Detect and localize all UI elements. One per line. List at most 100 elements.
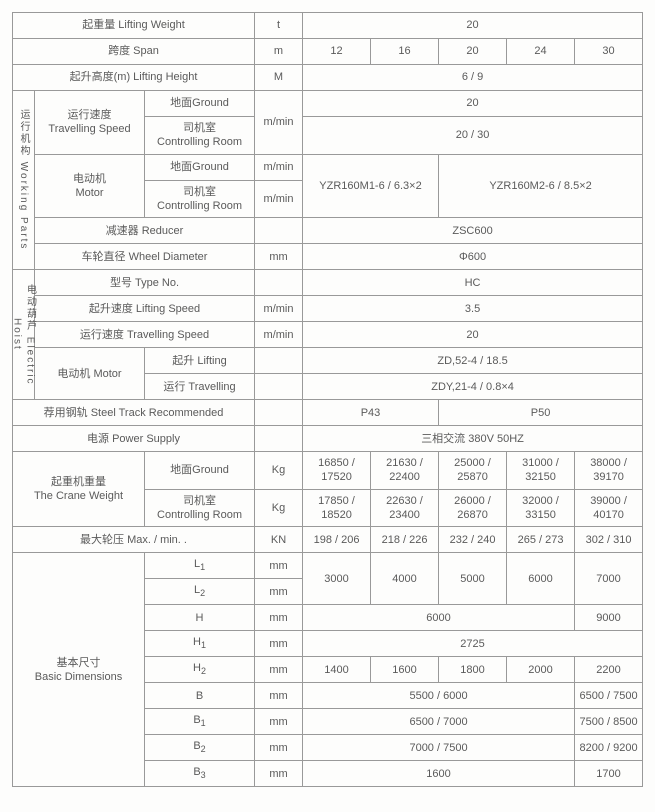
value: 2200 — [575, 657, 643, 683]
unit — [255, 400, 303, 426]
unit: Kg — [255, 489, 303, 527]
value: 2000 — [507, 657, 575, 683]
label: 车轮直径 Wheel Diameter — [35, 244, 255, 270]
value: 26000 / 26870 — [439, 489, 507, 527]
sublabel: 起升 Lifting — [145, 348, 255, 374]
value: 三相交流 380V 50HZ — [303, 426, 643, 452]
sublabel: B — [145, 683, 255, 709]
value: 16850 / 17520 — [303, 452, 371, 490]
row-motor-eh-lifting: 电动机 Motor 起升 Lifting ZD,52-4 / 18.5 — [13, 348, 643, 374]
side-label-electric-hoist: 电动葫芦 Electric Hoist — [13, 270, 35, 400]
value: 20 — [303, 91, 643, 117]
label: 最大轮压 Max. / min. . — [13, 527, 255, 553]
unit: mm — [255, 605, 303, 631]
sublabel: 司机室 Controlling Room — [145, 117, 255, 155]
row-max-min: 最大轮压 Max. / min. . KN 198 / 206 218 / 22… — [13, 527, 643, 553]
value: 265 / 273 — [507, 527, 575, 553]
value: 3000 — [303, 553, 371, 605]
value: 1800 — [439, 657, 507, 683]
value: ZSC600 — [303, 218, 643, 244]
value: 198 / 206 — [303, 527, 371, 553]
label: 起重机重量 The Crane Weight — [13, 452, 145, 527]
unit — [255, 270, 303, 296]
sublabel: 地面Ground — [145, 91, 255, 117]
row-power-supply: 电源 Power Supply 三相交流 380V 50HZ — [13, 426, 643, 452]
unit: mm — [255, 761, 303, 787]
label: 型号 Type No. — [35, 270, 255, 296]
value: 32000 / 33150 — [507, 489, 575, 527]
spec-table: 起重量 Lifting Weight t 20 跨度 Span m 12 16 … — [12, 12, 643, 787]
value: 38000 / 39170 — [575, 452, 643, 490]
value: 5000 — [439, 553, 507, 605]
unit — [255, 426, 303, 452]
sublabel: 司机室 Controlling Room — [145, 180, 255, 218]
value: 20 — [303, 13, 643, 39]
value: 1400 — [303, 657, 371, 683]
unit: m/min — [255, 180, 303, 218]
unit — [255, 374, 303, 400]
row-travelling-speed-eh: 运行速度 Travelling Speed m/min 20 — [13, 322, 643, 348]
row-wheel-diameter: 车轮直径 Wheel Diameter mm Φ600 — [13, 244, 643, 270]
value: 6000 — [507, 553, 575, 605]
unit: mm — [255, 579, 303, 605]
sublabel: L2 — [145, 579, 255, 605]
unit: mm — [255, 631, 303, 657]
value: 39000 / 40170 — [575, 489, 643, 527]
value: 7500 / 8500 — [575, 709, 643, 735]
unit: mm — [255, 683, 303, 709]
value: 20 — [303, 322, 643, 348]
value: 24 — [507, 39, 575, 65]
row-steel-track: 荐用钢轨 Steel Track Recommended P43 P50 — [13, 400, 643, 426]
value: 232 / 240 — [439, 527, 507, 553]
value: Φ600 — [303, 244, 643, 270]
label: 荐用钢轨 Steel Track Recommended — [13, 400, 255, 426]
label: 减速器 Reducer — [35, 218, 255, 244]
sublabel: B2 — [145, 735, 255, 761]
value: 12 — [303, 39, 371, 65]
value: YZR160M2-6 / 8.5×2 — [439, 154, 643, 218]
value: P43 — [303, 400, 439, 426]
unit — [255, 348, 303, 374]
value: 6000 — [303, 605, 575, 631]
unit: m — [255, 39, 303, 65]
value: 6500 / 7000 — [303, 709, 575, 735]
label: 电动机 Motor — [35, 348, 145, 400]
value: 4000 — [371, 553, 439, 605]
value: 302 / 310 — [575, 527, 643, 553]
row-reducer: 减速器 Reducer ZSC600 — [13, 218, 643, 244]
unit: M — [255, 65, 303, 91]
label: 起重量 Lifting Weight — [13, 13, 255, 39]
sublabel: H2 — [145, 657, 255, 683]
unit: t — [255, 13, 303, 39]
unit: m/min — [255, 296, 303, 322]
unit: m/min — [255, 322, 303, 348]
row-type-no: 电动葫芦 Electric Hoist 型号 Type No. HC — [13, 270, 643, 296]
row-lifting-weight: 起重量 Lifting Weight t 20 — [13, 13, 643, 39]
label: 电源 Power Supply — [13, 426, 255, 452]
row-span: 跨度 Span m 12 16 20 24 30 — [13, 39, 643, 65]
unit: mm — [255, 657, 303, 683]
unit: mm — [255, 709, 303, 735]
value: 30 — [575, 39, 643, 65]
value: 17850 / 18520 — [303, 489, 371, 527]
label: 起升速度 Lifting Speed — [35, 296, 255, 322]
unit: m/min — [255, 91, 303, 155]
sublabel: 地面Ground — [145, 452, 255, 490]
label: 跨度 Span — [13, 39, 255, 65]
value: ZDY,21-4 / 0.8×4 — [303, 374, 643, 400]
unit: KN — [255, 527, 303, 553]
sublabel: B1 — [145, 709, 255, 735]
value: 6500 / 7500 — [575, 683, 643, 709]
label: 电动机 Motor — [35, 154, 145, 218]
value: 21630 / 22400 — [371, 452, 439, 490]
sublabel: B3 — [145, 761, 255, 787]
value: HC — [303, 270, 643, 296]
value: YZR160M1-6 / 6.3×2 — [303, 154, 439, 218]
label: 基本尺寸 Basic Dimensions — [13, 553, 145, 787]
value: 1700 — [575, 761, 643, 787]
unit: mm — [255, 244, 303, 270]
label: 运行速度 Travelling Speed — [35, 91, 145, 155]
unit — [255, 218, 303, 244]
unit: mm — [255, 553, 303, 579]
sublabel: H1 — [145, 631, 255, 657]
